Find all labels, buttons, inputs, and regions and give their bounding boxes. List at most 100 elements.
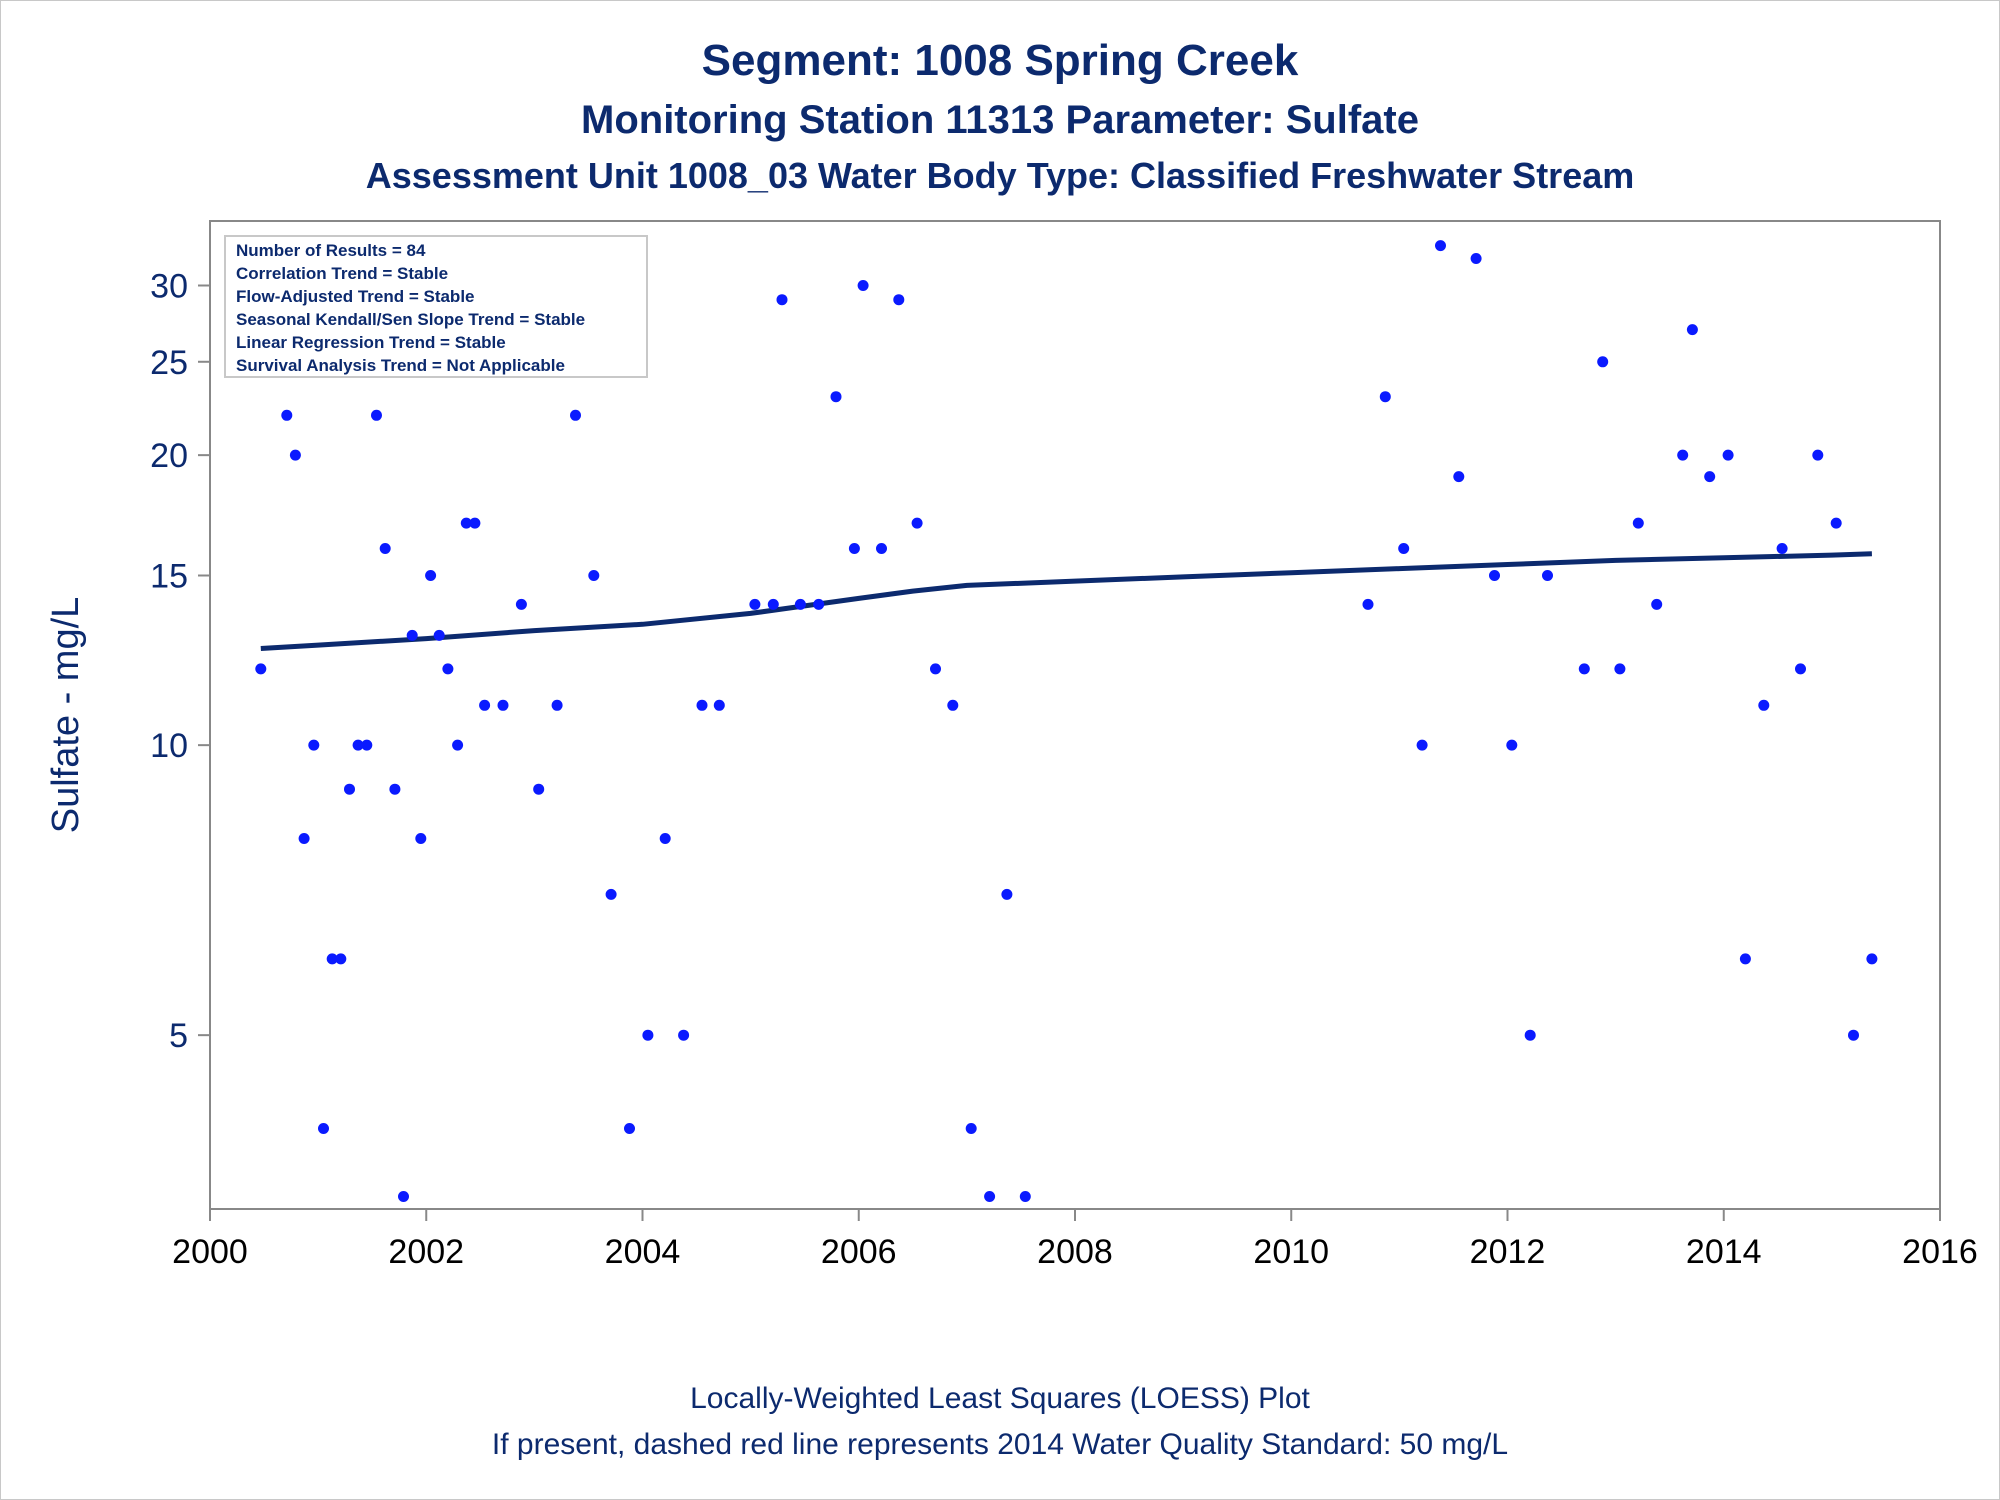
y-tick-label: 15 <box>150 558 188 596</box>
data-point <box>460 517 472 529</box>
data-point <box>1812 449 1824 461</box>
data-point <box>1019 1191 1031 1202</box>
data-point <box>911 517 923 529</box>
y-tick-label: 10 <box>150 727 188 765</box>
y-tick-label: 25 <box>150 344 188 382</box>
data-point <box>893 294 905 306</box>
x-tick-label: 2008 <box>1037 1233 1113 1271</box>
x-tick-label: 2004 <box>605 1233 681 1271</box>
data-point <box>433 629 445 641</box>
data-point <box>352 739 364 751</box>
data-point <box>678 1029 690 1041</box>
y-tick-label: 30 <box>150 267 188 305</box>
data-point <box>1704 471 1716 483</box>
data-point <box>1597 356 1609 368</box>
footnote-plot-type: Locally-Weighted Least Squares (LOESS) P… <box>690 1382 1310 1415</box>
x-tick-label: 2002 <box>388 1233 464 1271</box>
data-point <box>1677 449 1689 461</box>
loess-trend-line <box>260 551 1872 651</box>
data-point <box>1489 570 1500 581</box>
data-point <box>326 953 338 965</box>
data-point <box>1506 739 1518 751</box>
data-point <box>425 570 437 581</box>
data-point <box>255 663 267 675</box>
data-point <box>442 663 454 675</box>
data-point <box>1866 953 1878 965</box>
data-point <box>1542 570 1553 581</box>
data-point <box>1739 953 1751 965</box>
data-point <box>1614 663 1626 675</box>
legend-line: Number of Results = 84 <box>236 241 426 260</box>
data-point <box>624 1123 635 1134</box>
data-point <box>452 739 464 751</box>
data-point <box>1632 517 1644 529</box>
data-point <box>1578 663 1590 675</box>
data-point <box>848 543 860 554</box>
data-point <box>551 699 563 711</box>
data-point <box>371 409 382 421</box>
data-point <box>1398 543 1410 554</box>
y-tick-label: 5 <box>169 1017 188 1055</box>
data-point <box>1379 391 1391 403</box>
data-point <box>1830 517 1842 529</box>
data-point <box>749 598 761 610</box>
data-point <box>379 543 391 554</box>
data-point <box>605 888 617 900</box>
data-point <box>289 449 301 461</box>
data-point <box>813 598 825 610</box>
data-point <box>1848 1029 1859 1041</box>
data-point <box>965 1123 977 1134</box>
data-point <box>479 699 491 711</box>
data-point <box>857 280 869 291</box>
x-tick-label: 2012 <box>1470 1233 1546 1271</box>
data-point <box>469 517 481 529</box>
data-point <box>947 699 959 711</box>
legend-line: Seasonal Kendall/Sen Slope Trend = Stabl… <box>236 310 585 329</box>
data-point <box>308 739 320 751</box>
y-tick-label: 20 <box>150 437 188 475</box>
data-point <box>1435 240 1446 252</box>
legend-line: Survival Analysis Trend = Not Applicable <box>236 356 565 375</box>
data-point <box>1416 739 1428 751</box>
data-point <box>1524 1029 1536 1041</box>
y-axis-label: Sulfate - mg/L <box>45 597 87 834</box>
data-point <box>830 391 842 403</box>
x-tick-label: 2016 <box>1902 1233 1978 1271</box>
data-point <box>361 739 373 751</box>
data-point <box>344 783 355 795</box>
data-point <box>398 1191 409 1202</box>
data-point <box>298 833 310 844</box>
legend-line: Linear Regression Trend = Stable <box>236 333 506 352</box>
data-point <box>570 409 581 421</box>
chart-subtitle-assessment: Assessment Unit 1008_03 Water Body Type:… <box>365 155 1635 196</box>
data-point <box>281 409 293 421</box>
data-point <box>406 629 418 641</box>
data-point <box>1470 253 1482 264</box>
data-point <box>533 783 545 795</box>
data-point <box>1722 449 1734 461</box>
data-point <box>1001 888 1013 900</box>
data-point <box>642 1029 654 1041</box>
chart-subtitle-station: Monitoring Station 11313 Parameter: Sulf… <box>581 98 1419 142</box>
data-point <box>930 663 941 675</box>
legend-line: Correlation Trend = Stable <box>236 264 448 283</box>
data-point <box>776 294 788 306</box>
data-point <box>1453 471 1465 483</box>
data-point <box>876 543 887 554</box>
data-point <box>794 598 806 610</box>
data-point <box>515 598 527 610</box>
data-point <box>767 598 779 610</box>
data-point <box>415 833 427 844</box>
x-tick-label: 2006 <box>821 1233 897 1271</box>
data-point <box>497 699 509 711</box>
data-point <box>588 570 600 581</box>
data-point <box>1758 699 1770 711</box>
trend-legend-box <box>224 235 648 378</box>
x-tick-label: 2000 <box>172 1233 248 1271</box>
data-point <box>984 1191 996 1202</box>
chart-title: Segment: 1008 Spring Creek <box>701 36 1299 85</box>
data-point <box>1651 598 1663 610</box>
x-tick-label: 2014 <box>1686 1233 1762 1271</box>
data-point <box>335 953 347 965</box>
